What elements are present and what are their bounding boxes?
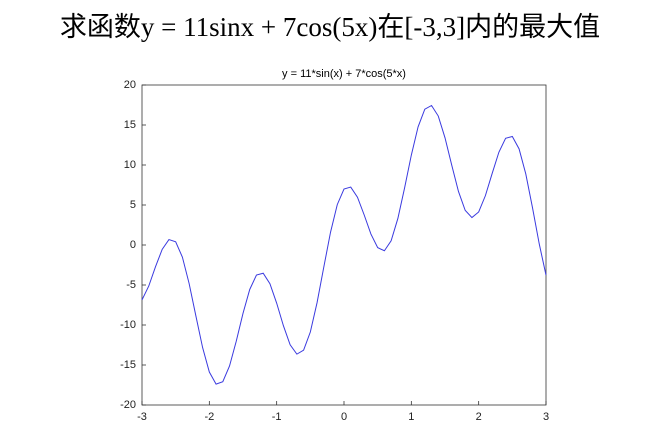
- data-line: [141, 104, 547, 385]
- y-tick-label: 20: [124, 79, 136, 91]
- x-tick-label: 0: [341, 411, 347, 423]
- axes-box: [141, 84, 547, 406]
- x-tick-label: -2: [204, 411, 214, 423]
- y-tick-label: 10: [124, 159, 136, 171]
- y-tick-label: 15: [124, 119, 136, 131]
- y-tick-label: -20: [120, 399, 136, 411]
- question-heading: 求函数y = 11sinx + 7cos(5x)在[-3,3]内的最大值: [60, 12, 600, 42]
- chart-title: y = 11*sin(x) + 7*cos(5*x): [282, 68, 406, 80]
- y-tick-label: 0: [130, 239, 136, 251]
- x-tick-label: 2: [476, 411, 482, 423]
- x-tick-label: 1: [408, 411, 414, 423]
- x-tick-label: 3: [543, 411, 549, 423]
- x-tick-label: -1: [272, 411, 282, 423]
- y-tick-label: 5: [130, 199, 136, 211]
- y-tick-label: -5: [126, 279, 136, 291]
- y-tick-label: -10: [120, 319, 136, 331]
- y-tick-label: -15: [120, 359, 136, 371]
- x-tick-label: -3: [137, 411, 147, 423]
